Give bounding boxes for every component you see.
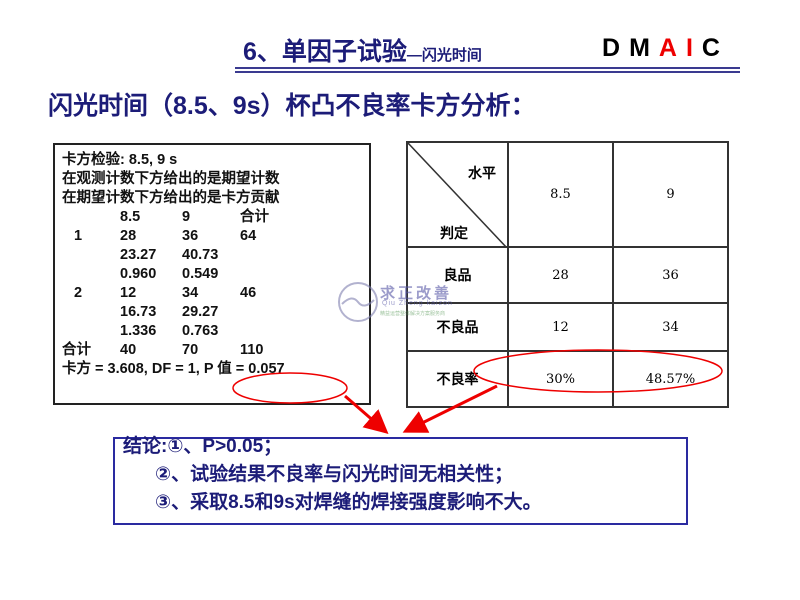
output-cell: 2 <box>74 285 83 301</box>
output-row: 1 28 36 64 <box>62 227 369 246</box>
cell: 48.57% <box>612 350 729 408</box>
output-cell: 0.763 <box>182 323 219 339</box>
chi-square-result: 卡方 = 3.608, DF = 1, P 值 = 0.057 <box>62 361 285 377</box>
cell: 28 <box>507 246 614 304</box>
output-header-row: 8.5 9 合计 <box>62 208 369 227</box>
output-cell: 29.27 <box>182 304 219 320</box>
output-row: 2 12 34 46 <box>62 284 369 303</box>
conclusion-line: ③、采取8.5和9s对焊缝的焊接强度影响不大。 <box>155 492 542 513</box>
cell: 30% <box>507 350 614 408</box>
output-line: 卡方检验: 8.5, 9 s <box>62 152 178 168</box>
cell: 34 <box>612 302 729 352</box>
output-cell: 16.73 <box>120 304 157 320</box>
output-cell: 70 <box>182 342 199 358</box>
title-main: 6、单因子试验 <box>243 38 407 66</box>
output-line: 在期望计数下方给出的是卡方贡献 <box>62 190 280 206</box>
output-cell: 46 <box>240 285 257 301</box>
output-row: 0.960 0.549 <box>62 265 369 284</box>
brand-i: I <box>685 34 702 62</box>
output-cell: 28 <box>120 228 137 244</box>
brand-a: A <box>658 34 686 62</box>
output-cell: 40.73 <box>182 247 219 263</box>
output-cell: 12 <box>120 285 137 301</box>
output-cell: 23.27 <box>120 247 157 263</box>
dmaic-logo: DMAIC <box>602 34 729 63</box>
brand-c: C <box>701 34 729 62</box>
cell: 36 <box>612 246 729 304</box>
output-row: 1.336 0.763 <box>62 322 369 341</box>
header-divider <box>235 71 740 73</box>
output-row: 16.73 29.27 <box>62 303 369 322</box>
output-cell: 110 <box>240 342 264 358</box>
output-cell: 40 <box>120 342 137 358</box>
conclusion-line: 结论:①、P>0.05； <box>123 436 283 457</box>
corner-top-label: 水平 <box>468 165 496 181</box>
output-cell: 0.549 <box>182 266 219 282</box>
watermark-logo: 求正改善 Qiu Zheng kaizon 精益运营整体解决方案服务商 <box>336 280 452 329</box>
row-label: 不良品 <box>406 302 509 352</box>
output-cell: 1.336 <box>120 323 157 339</box>
p-value-highlight <box>232 372 348 404</box>
conclusion-line: ②、试验结果不良率与闪光时间无相关性； <box>155 464 514 485</box>
summary-table: 水平 判定 8.5 9 良品 28 36 不良品 12 34 不良率 30% 48.57% <box>406 141 729 408</box>
output-row: 合计 40 70 110 <box>62 341 369 360</box>
slide-title: 6、单因子试验—闪光时间 <box>243 32 482 68</box>
defect-rate-highlight <box>473 349 723 393</box>
brand-d: D <box>602 34 630 62</box>
corner-bottom-label: 判定 <box>440 225 468 241</box>
title-suffix: —闪光时间 <box>406 47 482 64</box>
column-header: 8.5 <box>507 141 614 248</box>
arrow <box>344 394 389 434</box>
output-line: 在观测计数下方给出的是期望计数 <box>62 171 280 187</box>
output-cell: 36 <box>182 228 199 244</box>
output-cell: 合计 <box>62 342 91 358</box>
chi-square-output: 卡方检验: 8.5, 9 s 在观测计数下方给出的是期望计数 在期望计数下方给出… <box>53 143 371 405</box>
brand-m: M <box>629 34 659 62</box>
corner-cell: 水平 判定 <box>406 141 509 248</box>
conclusion-box: 结论:①、P>0.05； ②、试验结果不良率与闪光时间无相关性； ③、采取8.5… <box>113 436 688 525</box>
output-cell: 合计 <box>240 209 269 225</box>
output-cell: 0.960 <box>120 266 157 282</box>
header-divider <box>235 67 740 69</box>
output-row: 23.27 40.73 <box>62 246 369 265</box>
output-cell: 1 <box>74 228 83 244</box>
arrow <box>402 384 498 433</box>
section-heading: 闪光时间（8.5、9s）杯凸不良率卡方分析： <box>48 92 536 120</box>
cell: 12 <box>507 302 614 352</box>
row-label: 良品 <box>406 246 509 304</box>
output-cell: 8.5 <box>120 209 141 225</box>
output-cell: 34 <box>182 285 199 301</box>
column-header: 9 <box>612 141 729 248</box>
output-cell: 9 <box>182 209 191 225</box>
output-cell: 64 <box>240 228 257 244</box>
